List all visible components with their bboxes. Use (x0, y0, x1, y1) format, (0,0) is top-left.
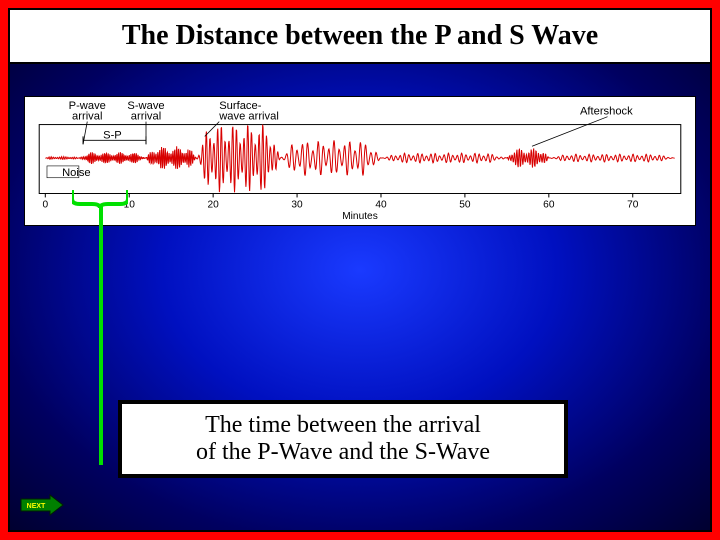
svg-text:arrival: arrival (131, 111, 161, 123)
svg-text:Aftershock: Aftershock (580, 106, 633, 118)
caption-line-1: The time between the arrival (132, 412, 554, 439)
outer-red-frame: The Distance between the P and S Wave 01… (0, 0, 720, 540)
svg-text:Noise: Noise (62, 167, 91, 179)
svg-text:0: 0 (42, 199, 48, 210)
svg-text:30: 30 (291, 199, 303, 210)
svg-text:20: 20 (207, 199, 219, 210)
page-title: The Distance between the P and S Wave (10, 10, 710, 64)
caption-line-2: of the P-Wave and the S-Wave (132, 439, 554, 466)
svg-text:60: 60 (543, 199, 555, 210)
pointer-line (99, 205, 103, 465)
caption-box: The time between the arrival of the P-Wa… (118, 400, 568, 478)
svg-text:50: 50 (459, 199, 471, 210)
next-label: NEXT (27, 503, 46, 510)
svg-text:wave arrival: wave arrival (218, 111, 279, 123)
svg-text:S-P: S-P (103, 129, 122, 141)
next-button[interactable]: NEXT (20, 494, 64, 516)
slide-body: The Distance between the P and S Wave 01… (8, 8, 712, 532)
svg-text:70: 70 (627, 199, 639, 210)
svg-text:40: 40 (375, 199, 387, 210)
svg-text:arrival: arrival (72, 111, 102, 123)
svg-text:Minutes: Minutes (342, 211, 378, 222)
